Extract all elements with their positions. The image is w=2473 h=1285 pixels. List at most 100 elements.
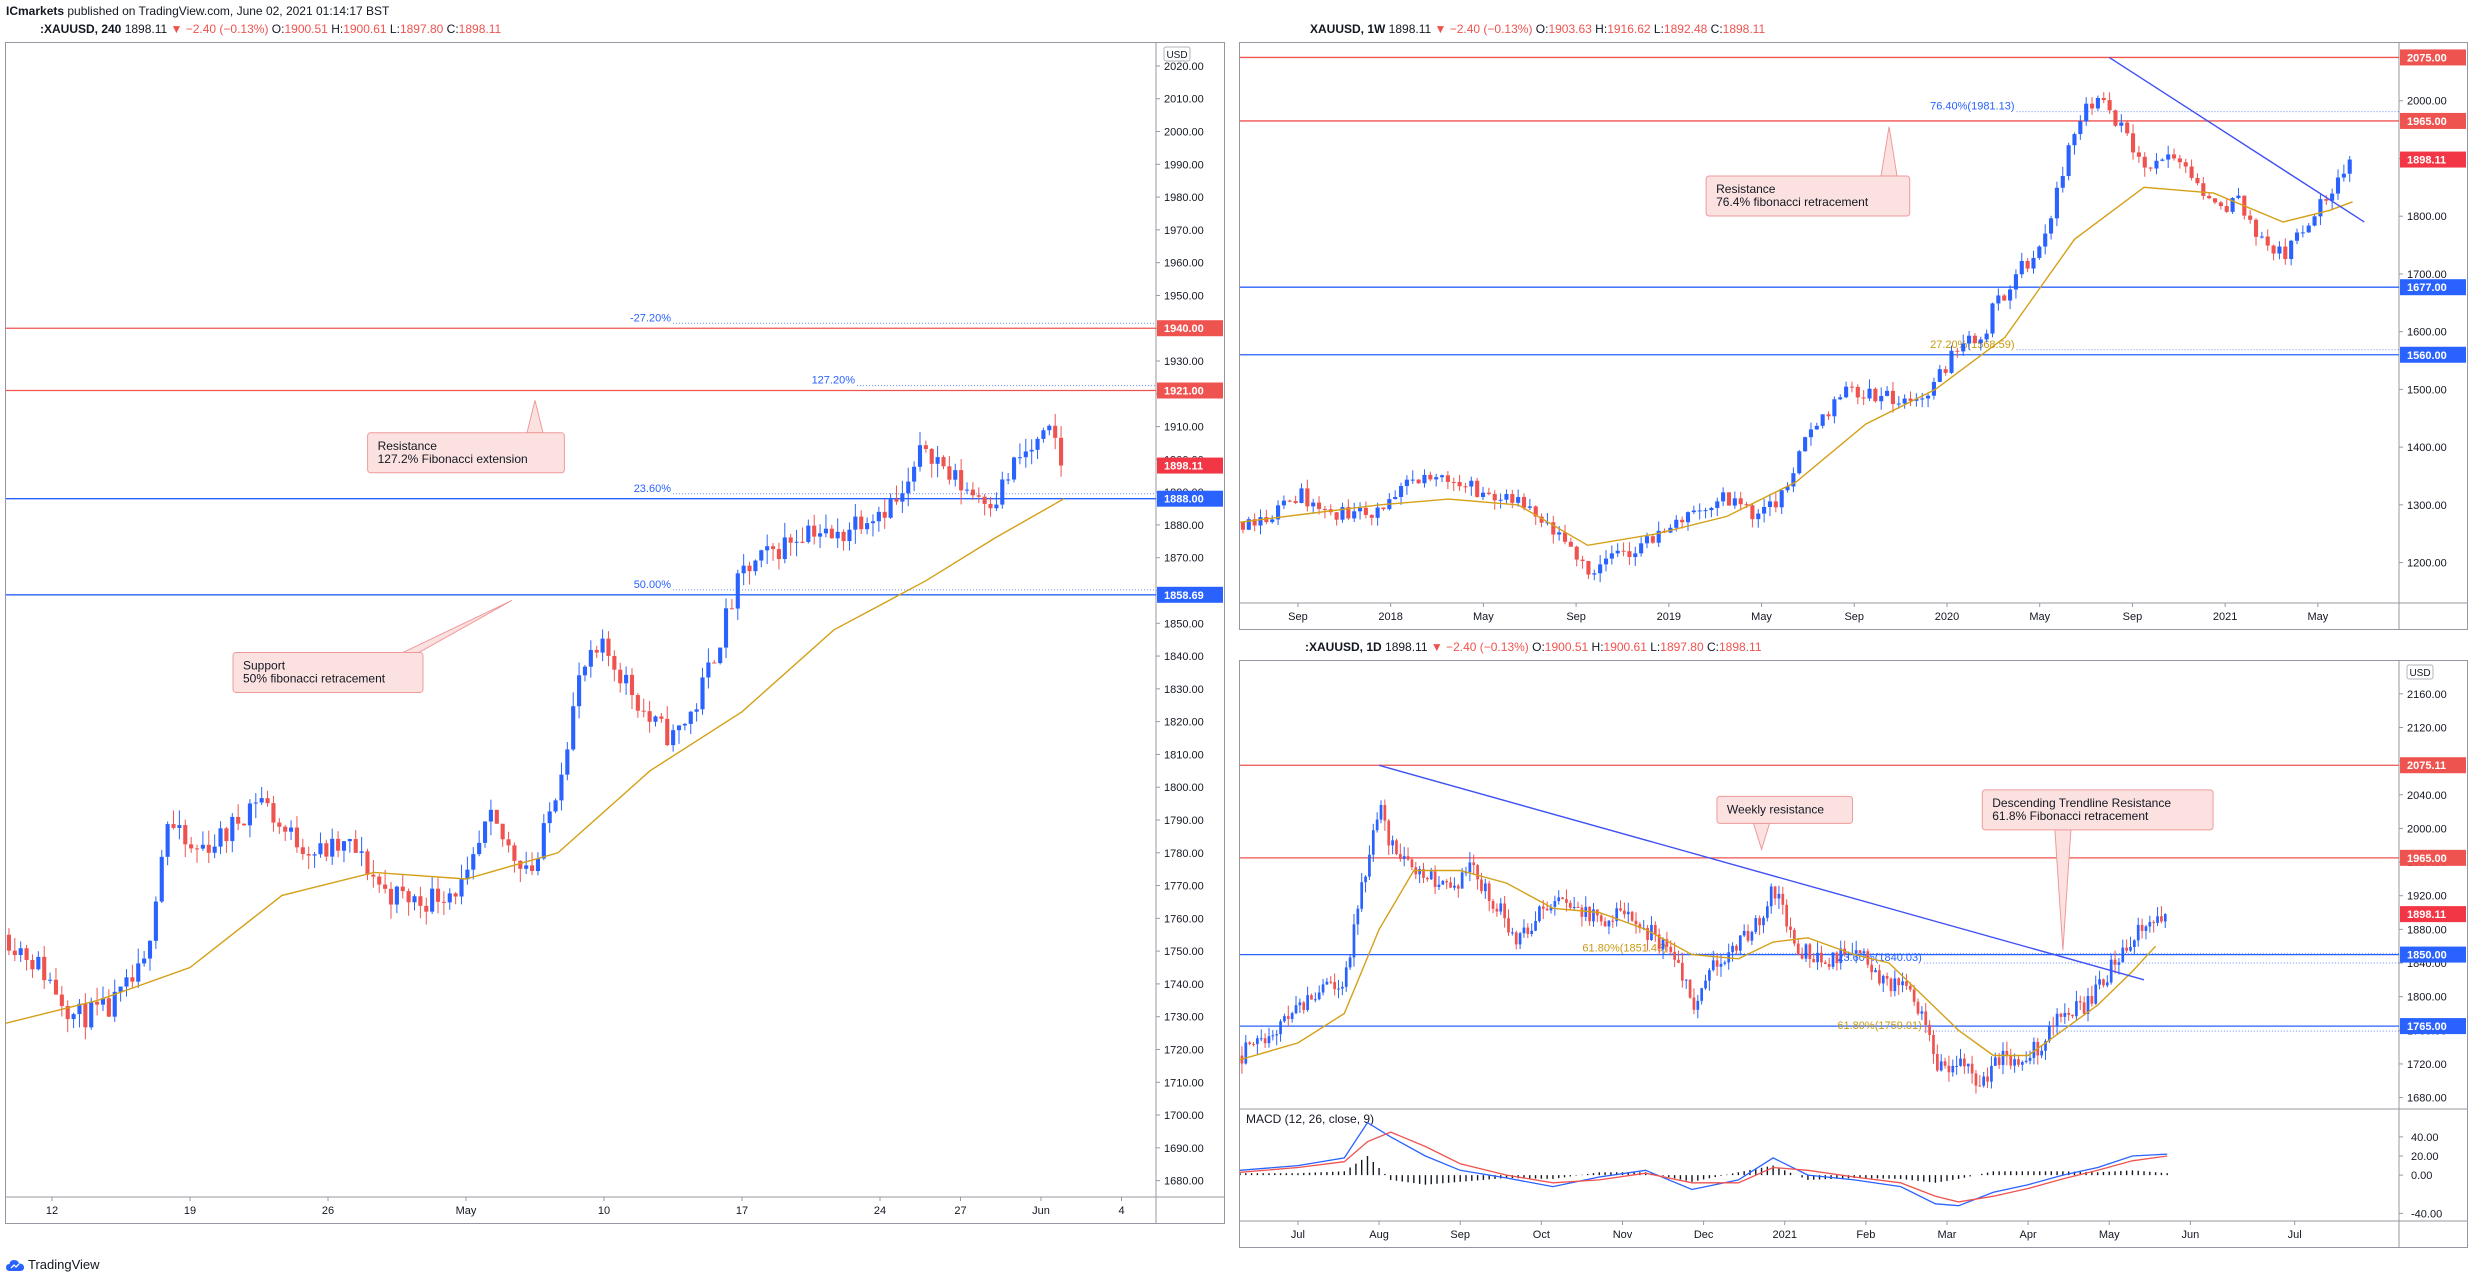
candle-body [1835,952,1839,964]
candle-body [988,503,993,509]
candle-body [1383,805,1387,821]
candle-body [1516,496,1521,503]
currency-box [2406,664,2434,680]
candle-body [1849,386,1855,388]
y-tick-label: 1680.00 [2407,1093,2447,1105]
candle-body [1633,553,1638,558]
candle-body [594,649,599,653]
x-tick-label: 10 [598,1205,610,1217]
candle-body [1902,398,1907,404]
candle-body [1823,962,1827,964]
x-tick-label: Jul [2288,1229,2302,1241]
candle-body [347,839,352,842]
candle-body [906,481,911,494]
x-tick-label: Oct [1533,1229,1550,1241]
trendline [1378,764,2145,981]
candle-body [500,823,505,840]
header-l-label: L: [386,22,400,36]
candle-body [1368,854,1371,877]
candle-body [1035,438,1040,450]
candle-body [1281,500,1286,506]
candle-body [83,1003,88,1028]
candle-body [1723,962,1727,964]
candle-body [294,827,300,848]
candle-body [1410,479,1415,481]
candle-body [2024,1060,2028,1063]
candle-body [970,489,975,496]
x-tick-label: Nov [1613,1229,1633,1241]
candle-body [1410,859,1414,868]
candle-body [1691,510,1696,513]
candle-body [1639,543,1644,554]
candle-body [1914,398,1919,401]
candle-body [1603,921,1607,927]
candle-body [959,470,964,491]
chart-panel-h4[interactable]: USD 1680.00 1690.00 1700.00 1710.00 1720.00 17… [5,42,1225,1224]
y-tick-label: 2010.00 [1164,94,1204,106]
y-tick-label: 1700.00 [1164,1110,1204,1122]
candle-body [1416,479,1421,484]
candle-body [1457,481,1462,487]
publisher-name[interactable]: ICmarkets [6,4,65,18]
candle-body [1920,398,1925,400]
candle-body [1429,871,1433,880]
callout-text: 76.4% fibonacci retracement [1716,195,1869,209]
candle-body [1665,939,1669,947]
candle-body [1486,492,1491,494]
header-o-label: O: [268,22,285,36]
candle-body [2048,1025,2051,1041]
candle-body [2025,260,2030,269]
x-tick-label: 2021 [2213,611,2237,623]
candle-body [30,960,35,970]
candle-body [388,888,394,905]
candle-body [2059,1013,2063,1017]
candle-body [818,533,823,537]
candle-body [2312,216,2317,226]
chart-h4[interactable]: USD 1680.00 1690.00 1700.00 1710.00 1720.00 17… [5,43,1224,1223]
brand-name: TradingView [28,1257,100,1272]
candle-body [2075,1001,2078,1017]
chart-w1[interactable]: 1200.00 1300.00 1400.00 1500.00 1600.00 1700.… [1239,43,2467,629]
chart-panel-d1[interactable]: USD1680.001720.001760.001800.001840.0018… [1239,660,2468,1248]
candle-body [465,869,470,880]
candle-body [2113,110,2118,126]
candle-body [1607,920,1611,927]
brand[interactable]: TradingView [6,1257,100,1272]
candle-body [1808,944,1812,959]
candle-body [2207,195,2212,199]
candle-body [1653,924,1657,935]
candle-body [1511,932,1514,934]
candle-body [706,662,711,678]
candle-body [2183,162,2188,167]
candle-body [1781,893,1785,905]
candle-body [559,774,564,801]
last-price-label: 1898.11 [2407,909,2446,921]
candle-body [624,674,629,684]
header-last-price: 1898.11 [1385,22,1435,36]
candle-body [2142,156,2147,168]
candle-body [2051,1025,2055,1027]
candle-body [1437,884,1441,887]
candle-body [1592,573,1597,575]
candle-body [2119,122,2124,126]
candle-body [2049,218,2054,234]
candle-body [2130,133,2136,153]
candle-body [1246,519,1251,530]
candle-body [1854,950,1858,954]
candle-body [18,948,23,956]
level-price-label: 1677.00 [2407,282,2447,294]
candle-body [759,550,764,561]
candle-body [2224,206,2229,212]
callout-text: 127.2% Fibonacci extension [378,452,528,466]
chart-panel-w1[interactable]: 1200.00 1300.00 1400.00 1500.00 1600.00 1700.… [1239,42,2468,630]
candle-body [1298,1002,1302,1006]
candle-body [1912,989,1916,1002]
chart-d1[interactable]: USD1680.001720.001760.001800.001840.0018… [1239,661,2467,1247]
y-tick-label: 1850.00 [1164,618,1204,630]
level-price-tag [2400,346,2466,363]
candle-body [95,1001,100,1005]
level-price-label: 2075.00 [2407,52,2447,64]
candle-body [1480,879,1483,892]
candle-body [1428,474,1433,480]
